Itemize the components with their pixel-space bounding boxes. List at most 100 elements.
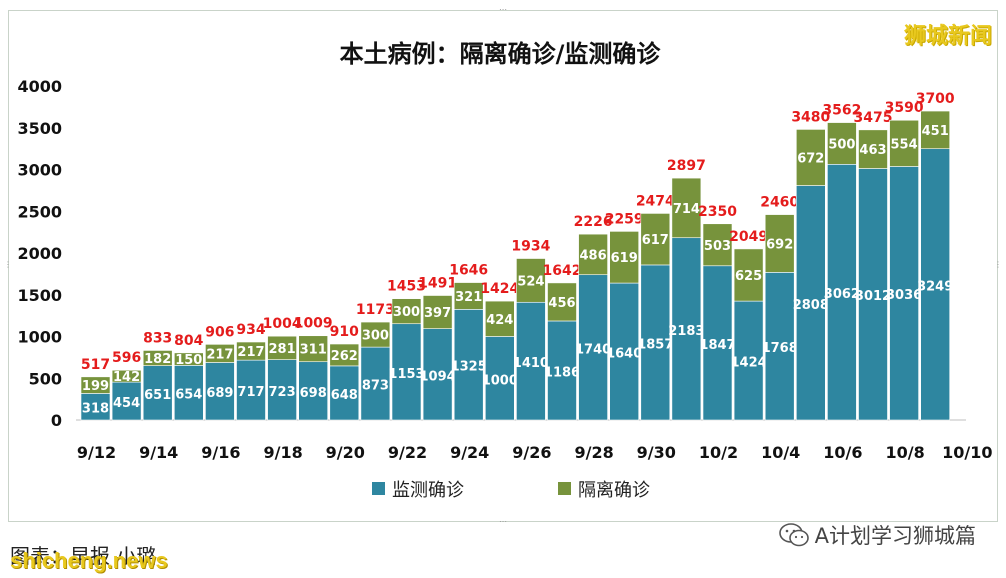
bar-total-label: 2049 [729,229,768,245]
bar-monitor-label: 3036 [886,288,922,303]
x-axis-ticks: 9/12 9/14 9/16 9/18 9/20 9/22 9/24 9/26 9/28 9/30… [77,443,993,462]
bar-quarantine-label: 217 [206,347,233,362]
bar-quarantine-label: 486 [580,248,607,263]
bar-monitor-label: 1847 [699,338,735,353]
bar-quarantine [484,300,515,337]
x-tick-label: 10/8 [885,443,924,462]
x-tick-label: 9/12 [77,443,116,462]
bar-monitor-label: 648 [331,388,358,403]
bar-quarantine [111,369,142,383]
bar-monitor-label: 2808 [793,298,829,313]
bar-quarantine-label: 619 [611,251,638,266]
x-tick-label: 10/2 [699,443,738,462]
bar-monitor [702,265,733,421]
resize-handle-bottom[interactable]: ⋯ [499,518,507,526]
y-tick-label: 3500 [17,119,62,138]
y-tick-label: 1500 [17,286,62,305]
bar-quarantine [671,177,702,239]
bar-quarantine [205,344,235,363]
bar-monitor [920,148,951,421]
bar-quarantine-label: 281 [269,342,296,357]
bar-quarantine-label: 397 [424,306,451,321]
bar-quarantine [422,295,453,329]
wechat-account: A计划学习狮城篇 [778,520,976,550]
x-tick-label: 10/6 [823,443,862,462]
y-axis-ticks: 0 500 1000 1500 2000 2500 3000 3500 4000 [17,77,62,430]
bar-monitor [236,359,266,421]
bar-monitor-label: 1000 [482,373,518,388]
bar-quarantine-label: 262 [331,349,358,364]
bar-quarantine [516,258,546,303]
bar-quarantine-label: 199 [82,379,109,394]
bar-total-label: 3700 [916,91,955,107]
bar-quarantine-label: 463 [859,143,886,158]
site-watermark: shicheng.news [10,548,168,573]
bar-quarantine [80,376,111,394]
bar-quarantine-label: 524 [517,274,544,289]
bar-total-label: 517 [81,357,110,373]
bar-monitor [142,365,173,421]
bar-quarantine-label: 625 [735,269,762,284]
bar-monitor-label: 3012 [855,289,891,304]
bar-quarantine-label: 300 [393,305,420,320]
bar-quarantine [298,335,329,363]
x-tick-label: 9/16 [201,443,240,462]
bar-quarantine-label: 311 [300,343,327,358]
resize-handle-left[interactable]: ⋮ [4,260,12,269]
bar-monitor [764,272,795,421]
y-tick-label: 500 [29,369,62,388]
bar-quarantine-label: 321 [455,290,482,305]
x-tick-label: 9/20 [326,443,365,462]
resize-handle-top[interactable]: ⋯ [499,5,507,14]
bar-quarantine-label: 456 [548,296,575,311]
bar-monitor [889,166,919,421]
bar-monitor [267,359,297,421]
bar-monitor [453,309,484,421]
bar-monitor [422,328,453,421]
y-tick-label: 0 [51,411,62,430]
bar-total-label: 1173 [356,302,395,318]
bottom-bar [0,522,1006,578]
bar-monitor [827,164,857,421]
bar-quarantine [453,282,484,310]
bar-monitor [733,300,764,421]
x-tick-label: 9/14 [139,443,178,462]
resize-handle-right[interactable]: ⋮ [994,260,1002,269]
bar-quarantine [702,223,733,267]
bar-quarantine [920,110,951,150]
bar-monitor [360,346,391,421]
bar-monitor [609,282,640,421]
y-tick-label: 1000 [17,328,62,347]
bar-total-label: 1491 [418,276,457,292]
bar-monitor [111,381,142,421]
legend-swatch [558,482,571,495]
bar-quarantine [142,350,173,366]
bar-monitor-label: 689 [206,386,233,401]
bar-quarantine [578,233,608,276]
bar-quarantine-label: 300 [362,329,389,344]
bar-monitor-label: 1857 [637,337,673,352]
bar-monitor [547,320,577,421]
bar-monitor-label: 1640 [606,347,642,362]
bar-total-label: 2259 [605,211,644,227]
bar-monitor-label: 1410 [513,356,549,371]
bar-quarantine [795,129,826,186]
bar-monitor-label: 698 [300,386,327,401]
bar-total-label: 2474 [636,193,675,209]
bar-monitor-label: 3249 [917,279,953,294]
bar-quarantine-label: 714 [673,202,700,217]
x-tick-label: 9/28 [574,443,613,462]
bar-total-label: 906 [205,324,234,340]
chart-title: 本土病例：隔离确诊/监测确诊 [340,40,662,68]
bar-quarantine-label: 503 [704,239,731,254]
legend-label: 监测确诊 [392,480,464,501]
x-tick-label: 9/26 [512,443,551,462]
legend: 监测确诊 隔离确诊 [372,480,650,501]
bar-total-label: 1646 [449,263,488,279]
bar-monitor-label: 3062 [824,287,860,302]
bar-total-label: 910 [330,324,359,340]
bar-quarantine [329,343,360,367]
bar-total-label: 1004 [263,316,302,332]
bar-monitor-label: 717 [237,385,264,400]
bar-total-label: 3475 [854,110,893,126]
